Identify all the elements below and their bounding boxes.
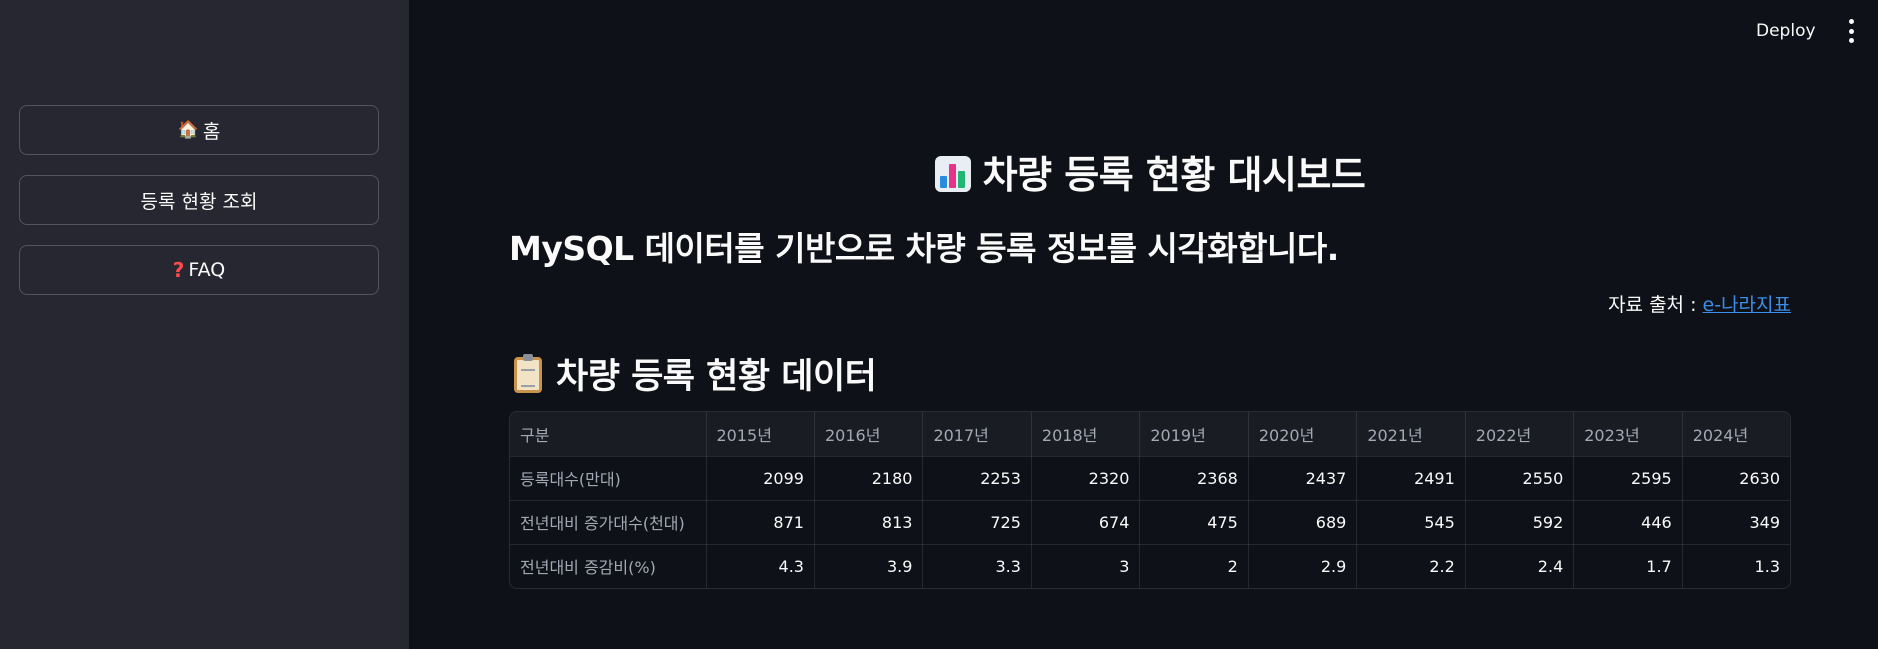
table-cell[interactable]: 689 [1248,500,1358,545]
table-cell[interactable]: 2630 [1682,456,1790,501]
table-cell[interactable]: 1.3 [1754,556,1780,576]
table-cell[interactable]: 2550 [1465,456,1575,501]
table-cell[interactable]: 2099 [706,456,815,501]
table-cell[interactable]: 2320 [1031,456,1141,501]
table-cell[interactable]: 813 [814,500,924,545]
faq-label: FAQ [188,259,226,281]
section-title: 차량 등록 현황 데이터 [514,348,877,399]
table-cell[interactable]: 3 [1031,544,1141,588]
column-header[interactable]: 2024년 [1682,412,1790,457]
column-header[interactable]: 2016년 [814,412,924,457]
column-header[interactable]: 2015년 [706,412,815,457]
question-mark-icon: ? [172,258,185,282]
table-cell[interactable]: 871 [706,500,815,545]
column-header[interactable]: 2023년 [1573,412,1683,457]
table-cell[interactable]: 592 [1465,500,1575,545]
row-label[interactable]: 전년대비 증감비(%) [510,544,707,588]
data-table[interactable]: 구분 2015년 2016년 2017년 2018년 2019년 2020년 2… [509,411,1791,589]
table-row: 전년대비 증가대수(천대) 871 813 725 674 475 689 54… [510,500,1790,545]
column-header[interactable]: 2018년 [1031,412,1141,457]
home-button[interactable]: 🏠 홈 [19,105,379,155]
table-cell[interactable]: 725 [922,500,1032,545]
table-cell[interactable]: 2.9 [1248,544,1358,588]
table-row: 등록대수(만대) 2099 2180 2253 2320 2368 2437 2… [510,456,1790,501]
more-menu-icon[interactable] [1845,19,1857,43]
table-row: 전년대비 증감비(%) 4.3 3.9 3.3 3 2 2.9 2.2 2.4 … [510,544,1790,588]
table-cell[interactable]: 2595 [1573,456,1683,501]
table-cell[interactable]: 545 [1356,500,1466,545]
table-cell[interactable]: 3.9 [814,544,924,588]
table-cell[interactable]: 3.3 [922,544,1032,588]
registration-status-label: 등록 현황 조회 [140,190,258,213]
bar-chart-icon [934,156,971,192]
table-cell[interactable]: 4.3 [706,544,815,588]
table-cell[interactable]: 2 [1139,544,1249,588]
table-header-row: 구분 2015년 2016년 2017년 2018년 2019년 2020년 2… [510,412,1790,457]
table-cell[interactable]: 1.7 [1573,544,1683,588]
home-label: 홈 [202,120,221,143]
column-header[interactable]: 2022년 [1465,412,1575,457]
table-cell[interactable]: 446 [1573,500,1683,545]
table-cell[interactable]: 674 [1031,500,1141,545]
table-cell[interactable]: 2.4 [1465,544,1575,588]
sidebar: 🏠 홈 등록 현황 조회 ? FAQ [0,0,409,649]
table-cell[interactable]: 2180 [814,456,924,501]
table-cell[interactable]: 475 [1139,500,1249,545]
page-title-text: 차량 등록 현황 대시보드 [982,153,1366,197]
section-title-text: 차량 등록 현황 데이터 [556,357,877,397]
registration-status-button[interactable]: 등록 현황 조회 [19,175,379,225]
deploy-button[interactable]: Deploy [1756,21,1816,41]
table-cell[interactable]: 2368 [1139,456,1249,501]
table-cell[interactable]: 349 [1682,500,1790,545]
table-cell[interactable]: 2253 [922,456,1032,501]
row-label[interactable]: 등록대수(만대) [510,456,707,501]
column-header[interactable]: 2021년 [1356,412,1466,457]
column-header[interactable]: 2019년 [1139,412,1249,457]
faq-button[interactable]: ? FAQ [19,245,379,295]
table-cell[interactable]: 2437 [1248,456,1358,501]
table-cell[interactable]: 2.2 [1356,544,1466,588]
page-subtitle: MySQL 데이터를 기반으로 차량 등록 정보를 시각화합니다. [509,229,1339,268]
column-header[interactable]: 2020년 [1248,412,1358,457]
data-source: 자료 출처 : e-나라지표 [1608,290,1791,317]
house-icon: 🏠 [177,120,199,140]
source-link[interactable]: e-나라지표 [1702,294,1791,316]
source-prefix: 자료 출처 : [1608,294,1703,316]
page-title: 차량 등록 현황 대시보드 [509,144,1791,199]
clipboard-icon [514,354,542,393]
table-cell[interactable]: 2491 [1356,456,1466,501]
column-header[interactable]: 2017년 [922,412,1032,457]
column-header[interactable]: 구분 [510,412,707,457]
row-label[interactable]: 전년대비 증가대수(천대) [510,500,707,545]
